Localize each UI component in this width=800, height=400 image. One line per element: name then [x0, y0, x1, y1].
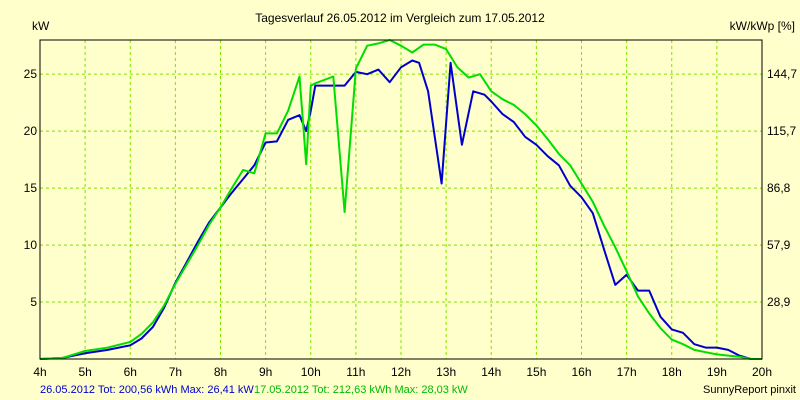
x-tick-label: 5h	[78, 365, 91, 379]
series-line-2	[39, 39, 762, 360]
x-tick-label: 19h	[707, 365, 727, 379]
y-tick-label-left: 15	[24, 181, 38, 195]
x-tick-label: 13h	[436, 365, 456, 379]
x-tick-label: 9h	[259, 365, 272, 379]
x-tick-label: 12h	[391, 365, 411, 379]
y-tick-label-right: 115,7	[767, 124, 796, 138]
y-tick-label-right: 144,7	[767, 67, 797, 81]
x-tick-label: 6h	[124, 365, 137, 379]
plot-frame	[39, 39, 763, 360]
credit-text: SunnyReport pinxit	[703, 384, 796, 396]
x-tick-label: 14h	[481, 365, 501, 379]
y-axis-left-label: kW	[32, 19, 50, 33]
y-tick-label-right: 86,8	[767, 181, 791, 195]
y-tick-label-right: 57,9	[767, 238, 791, 252]
y-tick-label-left: 25	[24, 67, 38, 81]
legend-series-1: 26.05.2012 Tot: 200,56 kWh Max: 26,41 kW	[40, 384, 254, 396]
y-tick-label-left: 10	[24, 238, 38, 252]
x-tick-label: 4h	[33, 365, 46, 379]
x-tick-label: 11h	[346, 365, 365, 379]
x-tick-label: 8h	[214, 365, 227, 379]
x-tick-label: 7h	[169, 365, 182, 379]
y-tick-label-left: 20	[24, 124, 38, 138]
y-tick-label-right: 28,9	[767, 295, 791, 309]
series-line-1	[39, 59, 762, 360]
x-tick-label: 17h	[617, 365, 637, 379]
x-tick-label: 20h	[752, 365, 772, 379]
x-tick-label: 15h	[526, 365, 546, 379]
series-lines	[39, 39, 762, 360]
legend-series-2: 17.05.2012 Tot: 212,63 kWh Max: 28,03 kW	[254, 384, 468, 396]
grid-lines	[40, 40, 762, 359]
x-tick-label: 16h	[571, 365, 591, 379]
y-tick-label-left: 5	[30, 295, 37, 309]
chart-title: Tagesverlauf 26.05.2012 im Vergleich zum…	[255, 11, 545, 25]
y-axis-right-label: kW/kWp [%]	[730, 19, 795, 33]
x-tick-label: 18h	[662, 365, 682, 379]
x-tick-label: 10h	[301, 365, 321, 379]
tick-labels: 4h 5h 6h 7h 8h 9h 10h 11h 12h 13h 14h 15h 16h 17h 18h 1…	[24, 67, 798, 379]
